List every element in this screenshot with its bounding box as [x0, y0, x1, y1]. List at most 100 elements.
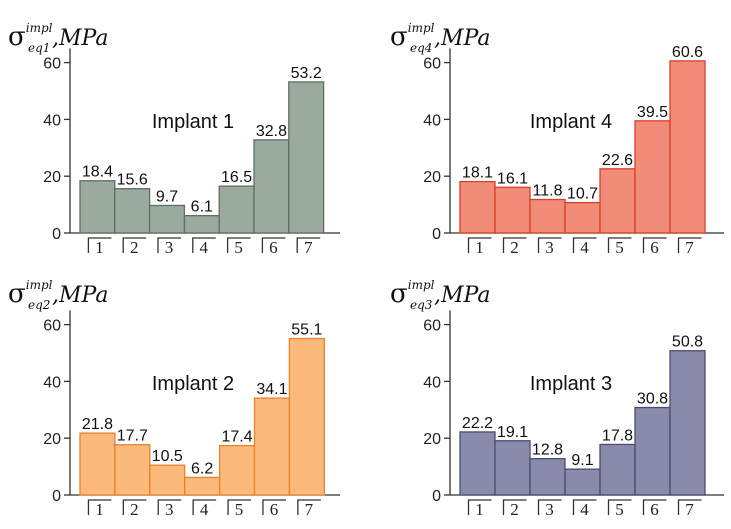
- x-tick-bracket: [226, 237, 251, 253]
- data-label: 30.8: [637, 391, 668, 408]
- x-tick-label: 3: [165, 500, 174, 519]
- data-label: 10.7: [567, 186, 598, 203]
- y-axis-label-superscript: impl: [408, 21, 435, 35]
- bar-5: [218, 444, 256, 496]
- data-label: 15.6: [117, 172, 148, 189]
- bar-6: [253, 397, 291, 496]
- data-label: 18.1: [462, 165, 493, 182]
- y-axis-label: σimpl eq3,MPa: [390, 278, 490, 312]
- chart-panel-2: σimpl eq4,MPa 0 20 40 60 18.1 1 16.1 2 11.8 3 10.7 4 2…: [390, 21, 724, 257]
- y-tick-label: 0: [52, 226, 61, 243]
- x-tick-label: 6: [270, 500, 279, 519]
- x-tick-label: 1: [475, 238, 484, 257]
- data-label: 6.1: [191, 199, 213, 216]
- bar-5: [599, 168, 636, 234]
- y-tick-label: 20: [423, 431, 441, 448]
- x-tick-label: 4: [200, 500, 209, 519]
- bar-4: [183, 215, 220, 234]
- x-tick-bracket: [87, 499, 112, 515]
- data-label: 10.5: [152, 448, 183, 465]
- bar-6: [253, 139, 290, 234]
- x-tick-label: 3: [545, 238, 554, 257]
- x-tick-label: 7: [304, 238, 313, 257]
- y-tick-label: 20: [423, 169, 441, 186]
- bar-7: [669, 350, 706, 496]
- data-label: 39.5: [637, 104, 668, 121]
- data-label: 55.1: [291, 322, 322, 339]
- bar-4: [564, 468, 601, 496]
- y-axis-label-symbol: σ: [390, 279, 408, 309]
- data-label: 50.8: [672, 334, 703, 351]
- x-tick-label: 1: [95, 238, 104, 257]
- x-tick-label: 6: [269, 238, 278, 257]
- x-tick-bracket: [572, 499, 597, 515]
- y-axis-label-symbol: σ: [8, 279, 26, 309]
- data-label: 6.2: [191, 460, 213, 477]
- y-axis-label-superscript: impl: [26, 21, 53, 35]
- y-axis-label-superscript: impl: [26, 278, 53, 292]
- data-label: 17.8: [602, 427, 633, 444]
- y-axis-label-symbol: σ: [8, 22, 26, 52]
- bar-1: [459, 431, 496, 496]
- x-tick-label: 5: [235, 500, 244, 519]
- bar-2: [494, 186, 531, 234]
- y-tick-label: 0: [432, 226, 441, 243]
- bar-3: [529, 198, 566, 234]
- x-tick-label: 2: [130, 238, 139, 257]
- x-tick-label: 5: [615, 238, 624, 257]
- x-tick-bracket: [261, 237, 286, 253]
- y-axis-label-unit: ,MPa: [434, 283, 490, 308]
- x-tick-bracket: [227, 499, 252, 515]
- x-tick-bracket: [607, 237, 632, 253]
- y-axis-label-unit: ,MPa: [52, 26, 108, 51]
- x-tick-label: 2: [510, 500, 519, 519]
- x-tick-bracket: [502, 237, 527, 253]
- data-label: 12.8: [532, 442, 563, 459]
- x-tick-bracket: [467, 237, 492, 253]
- x-tick-bracket: [296, 237, 321, 253]
- x-tick-label: 5: [234, 238, 243, 257]
- x-tick-label: 4: [580, 238, 589, 257]
- y-axis-label-unit: ,MPa: [434, 26, 490, 51]
- data-label: 11.8: [533, 182, 563, 199]
- bar-3: [148, 204, 186, 234]
- bar-2: [114, 188, 151, 234]
- x-tick-bracket: [642, 499, 667, 515]
- data-label: 17.7: [117, 428, 148, 445]
- chart-panel-4: σimpl eq3,MPa 0 20 40 60 22.2 1 19.1 2 12.8 3 9.1 4 17…: [390, 278, 724, 519]
- y-axis-label: σimpl eq2,MPa: [8, 278, 108, 312]
- y-axis-label-unit: ,MPa: [52, 283, 108, 308]
- bar-3: [529, 457, 566, 496]
- y-axis-label-superscript: impl: [408, 278, 435, 292]
- x-tick-label: 2: [510, 238, 519, 257]
- data-label: 9.7: [156, 188, 178, 205]
- bar-4: [564, 201, 601, 234]
- x-tick-bracket: [192, 237, 216, 253]
- y-axis-label-subscript: eq2: [28, 298, 50, 312]
- x-tick-bracket: [122, 499, 147, 515]
- bar-5: [218, 185, 255, 234]
- y-tick-label: 0: [52, 488, 61, 505]
- data-label: 60.6: [672, 44, 703, 61]
- x-tick-label: 7: [305, 500, 314, 519]
- x-tick-bracket: [297, 499, 321, 515]
- x-tick-bracket: [262, 499, 286, 515]
- chart-title: Implant 2: [152, 373, 234, 395]
- bar-7: [669, 60, 706, 234]
- y-axis-label-symbol: σ: [390, 22, 408, 52]
- x-tick-bracket: [122, 237, 147, 253]
- x-tick-bracket: [157, 499, 182, 515]
- data-label: 9.1: [571, 452, 593, 469]
- y-axis-label-subscript: eq1: [28, 41, 50, 55]
- x-tick-bracket: [607, 499, 632, 515]
- y-tick-label: 60: [43, 56, 61, 73]
- y-axis-label: σimpl eq1,MPa: [8, 21, 108, 55]
- data-label: 16.1: [497, 170, 528, 187]
- y-axis-label: σimpl eq4,MPa: [390, 21, 490, 55]
- y-axis-label-subscript: eq3: [410, 298, 433, 312]
- chart-panel-1: σimpl eq1,MPa 0 20 40 60 18.4 1 15.6 2 9.7 3 6.1 4 16.…: [8, 21, 340, 257]
- y-tick-label: 20: [43, 169, 61, 186]
- x-tick-label: 6: [650, 500, 659, 519]
- bar-7: [288, 81, 325, 234]
